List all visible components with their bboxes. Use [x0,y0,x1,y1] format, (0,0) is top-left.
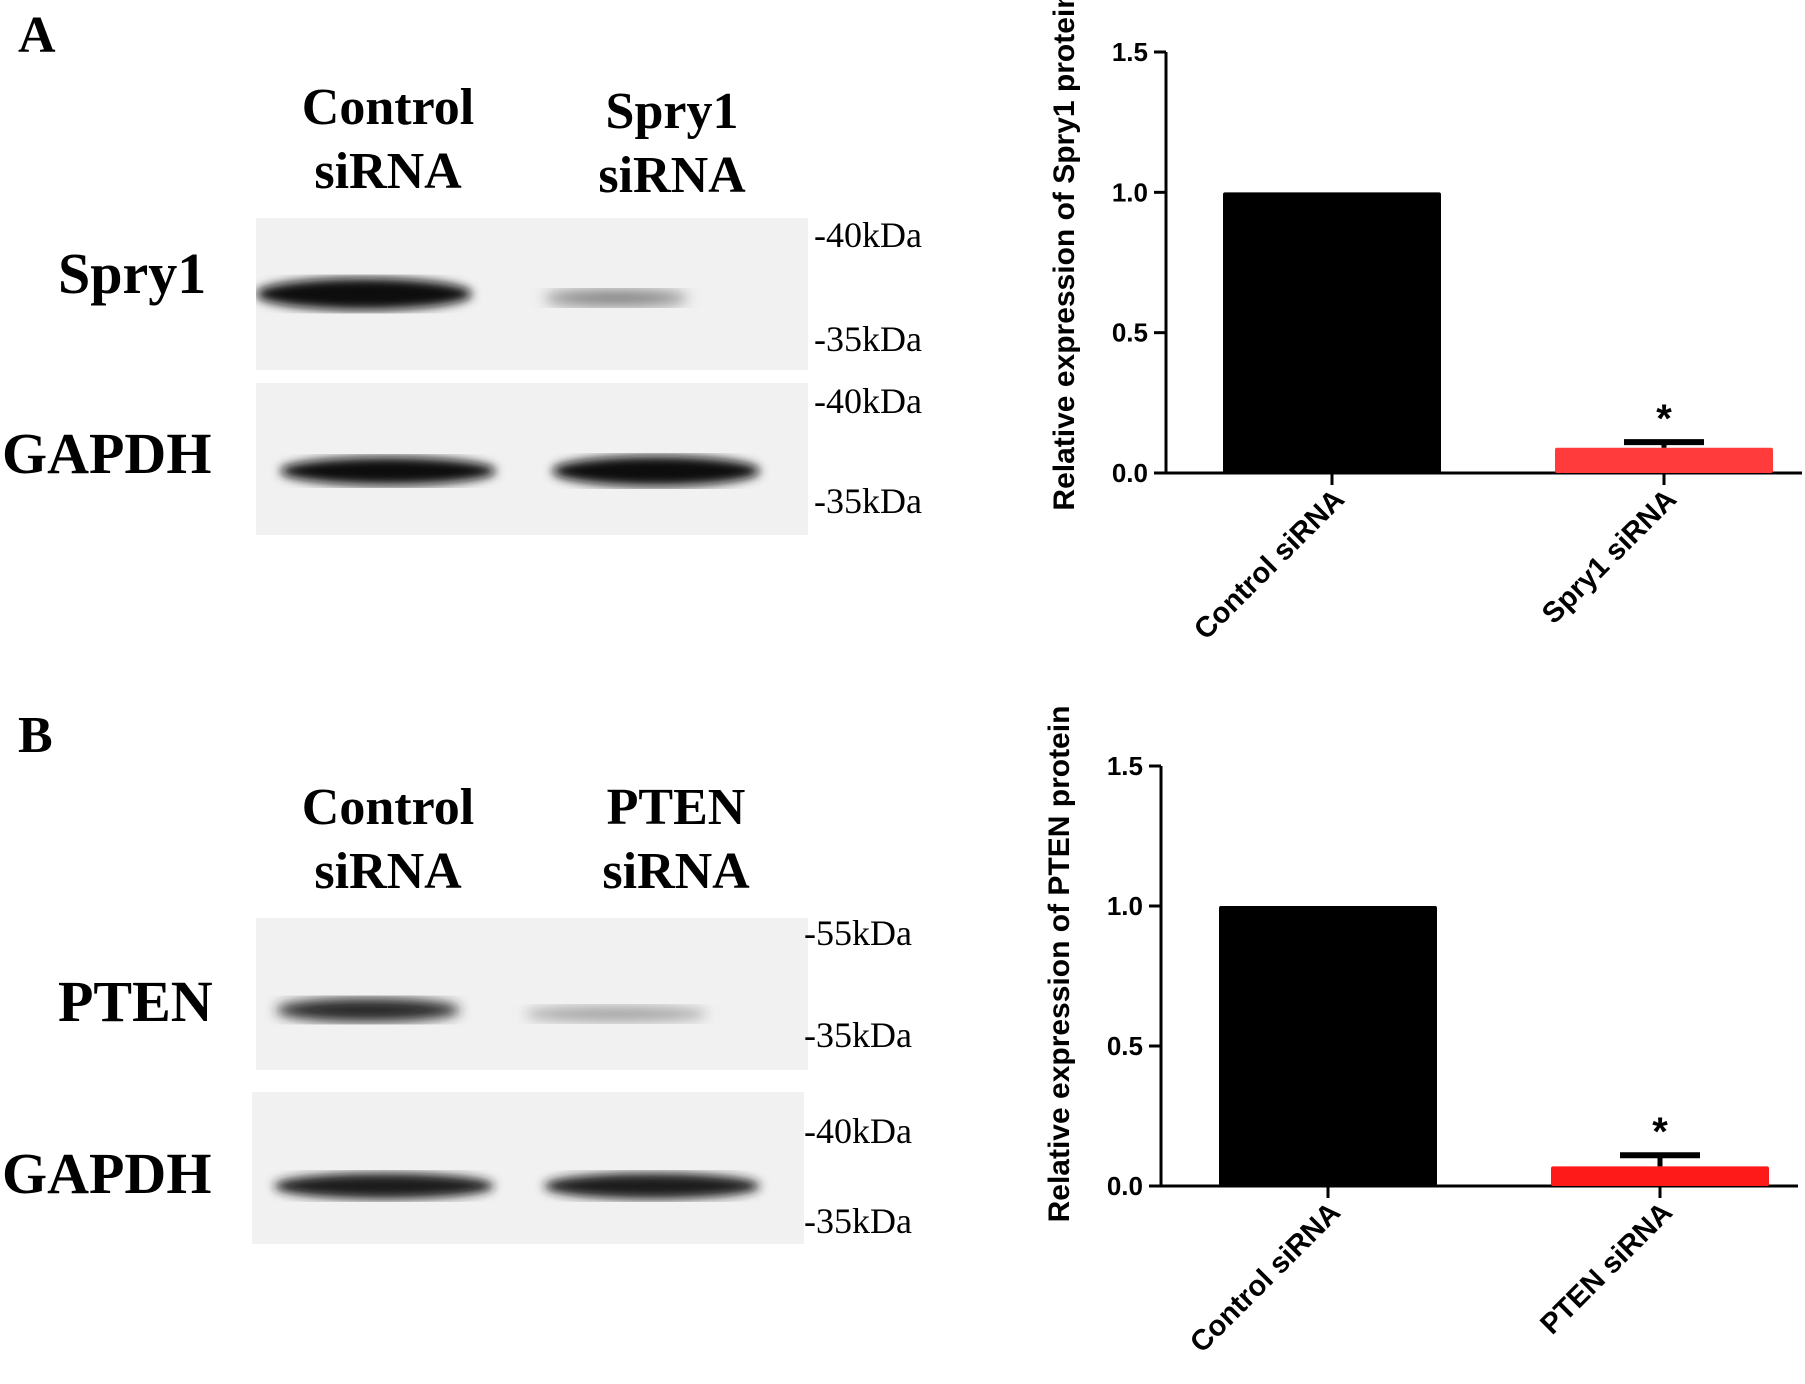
band-knockdown [552,456,760,486]
lane-header-line2: siRNA [314,843,462,900]
band-knockdown [544,290,688,306]
blot-bands-spry1 [256,278,688,310]
lane-header-line2: siRNA [314,143,462,200]
lane-header-treatment-a: Spry1 siRNA [542,80,802,208]
lane-header-line2: siRNA [598,147,746,204]
band-knockdown [544,1173,760,1199]
marker-gapdh-b-top: -40kDa [804,1111,912,1151]
blot-image-spry1 [256,218,808,370]
lane-header-control-b: Control siRNA [258,776,518,904]
y-tick-label: 1.5 [1112,37,1148,67]
marker-spry1-top: -40kDa [814,215,922,255]
lane-header-line1: Control [301,79,475,136]
blot-image-gapdh-b [252,1092,804,1244]
band-knockdown [524,1006,708,1022]
y-tick-label: 0.0 [1107,1171,1143,1201]
lane-header-control-a: Control siRNA [258,76,518,204]
blot-image-pten [256,918,808,1070]
panel-letter-b: B [18,707,53,764]
lane-header-line1: Control [301,779,475,836]
bar-knockdown [1551,1166,1769,1186]
band-control [280,457,496,485]
marker-gapdh-b-bottom: -35kDa [804,1201,912,1241]
y-axis-label: Relative expression of Spry1 protein [1048,0,1081,511]
lane-header-treatment-b: PTEN siRNA [546,776,806,904]
chart-spry1: Relative expression of Spry1 protein 0.0 0… [1048,0,1802,646]
y-tick-label: 1.0 [1112,177,1148,207]
band-control [276,998,460,1022]
significance-asterisk: * [1656,397,1672,441]
lane-header-line1: PTEN [606,779,746,836]
bar-knockdown [1555,447,1773,473]
lane-header-line1: Spry1 [605,83,739,140]
protein-label-gapdh-b: GAPDH [2,1141,212,1206]
x-tick-label: Control siRNA [1184,1196,1347,1359]
marker-gapdh-a-top: -40kDa [814,381,922,421]
y-tick-label: 0.5 [1107,1031,1143,1061]
bar-control [1223,192,1441,474]
lane-header-line2: siRNA [602,843,750,900]
chart-pten: Relative expression of PTEN protein 0.0 0.… [1043,706,1798,1359]
y-tick-label: 1.0 [1107,891,1143,921]
marker-pten-bottom: -35kDa [804,1015,912,1055]
y-tick-label: 0.0 [1112,458,1148,488]
blot-bands-gapdh-a [280,456,760,486]
protein-label-spry1: Spry1 [58,241,207,306]
marker-pten-top: -55kDa [804,913,912,953]
marker-spry1-bottom: -35kDa [814,319,922,359]
x-tick-label: PTEN siRNA [1534,1196,1679,1341]
band-control [274,1173,494,1199]
protein-label-pten: PTEN [58,969,213,1034]
protein-label-gapdh-a: GAPDH [2,421,212,486]
y-axis-label: Relative expression of PTEN protein [1043,706,1076,1223]
blot-image-gapdh-a [256,383,808,535]
band-control [256,278,472,310]
y-tick-label: 0.5 [1112,318,1148,348]
panel-letter-a: A [18,7,56,64]
blot-bands-gapdh-b [274,1173,760,1199]
y-tick-label: 1.5 [1107,751,1143,781]
significance-asterisk: * [1652,1110,1668,1154]
x-tick-label: Control siRNA [1188,483,1351,646]
marker-gapdh-a-bottom: -35kDa [814,481,922,521]
bar-control [1219,906,1437,1186]
blot-bands-pten [276,998,708,1022]
x-tick-label: Spry1 siRNA [1536,483,1683,630]
